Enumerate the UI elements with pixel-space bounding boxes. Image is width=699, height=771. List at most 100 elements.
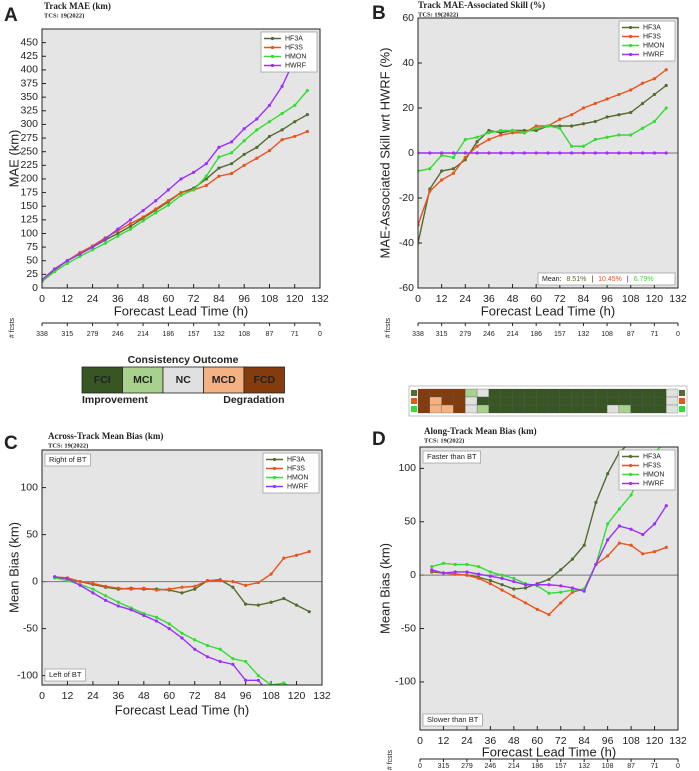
point xyxy=(65,259,69,263)
consistency-cell xyxy=(654,404,667,414)
legend-label: HF3S xyxy=(285,44,303,51)
point xyxy=(141,215,145,219)
legend-marker xyxy=(270,36,275,41)
point xyxy=(546,124,550,128)
fcsts-count: 315 xyxy=(61,331,73,338)
consistency-cell xyxy=(606,396,620,406)
x-tick-label: 96 xyxy=(240,690,252,702)
point xyxy=(664,151,668,155)
point xyxy=(487,137,491,142)
point xyxy=(305,113,309,117)
point xyxy=(90,245,95,249)
point xyxy=(559,568,563,572)
point xyxy=(78,252,82,256)
row-indicator xyxy=(679,398,685,404)
point xyxy=(475,144,479,148)
y-tick-label: -50 xyxy=(23,622,38,634)
consistency-cell xyxy=(559,396,572,406)
chart-title: Along-Track Mean Bias (km) xyxy=(424,426,537,436)
consistency-cell xyxy=(512,404,525,414)
point xyxy=(229,151,234,155)
point xyxy=(451,167,456,171)
consistency-cell xyxy=(465,396,478,406)
x-tick-label: 48 xyxy=(137,293,149,305)
y-tick-label: 325 xyxy=(20,105,38,117)
point xyxy=(53,267,57,271)
point xyxy=(465,570,469,574)
point xyxy=(218,579,222,583)
x-tick-label: 24 xyxy=(461,735,473,747)
consistency-cell xyxy=(476,396,490,406)
consistency-cell xyxy=(666,404,679,414)
x-tick-label: 84 xyxy=(578,735,590,747)
consistency-high: Degradation xyxy=(223,394,284,406)
point xyxy=(294,553,299,557)
point xyxy=(582,589,586,593)
point xyxy=(231,662,235,666)
point xyxy=(229,140,234,144)
point xyxy=(465,562,469,567)
x-tick-label: 60 xyxy=(530,293,542,305)
fcsts-count: 157 xyxy=(188,331,200,338)
point xyxy=(605,115,609,119)
consistency-code: MCI xyxy=(133,374,152,386)
point xyxy=(559,590,563,594)
legend-label: HF3S xyxy=(287,465,305,472)
plot-lines xyxy=(53,549,311,685)
row-indicator xyxy=(411,390,417,396)
legend-marker xyxy=(628,472,633,477)
legend-label: HF3A xyxy=(643,453,661,460)
x-tick-label: 120 xyxy=(288,690,306,702)
consistency-key xyxy=(203,366,245,394)
series-line xyxy=(42,130,308,281)
point xyxy=(522,128,526,133)
point xyxy=(665,424,668,427)
point xyxy=(629,543,633,547)
point xyxy=(154,619,159,623)
fcsts-count: 71 xyxy=(650,331,658,338)
point xyxy=(559,584,563,588)
chart-title: Track MAE (km) xyxy=(44,1,111,11)
point xyxy=(593,119,597,124)
point xyxy=(193,638,197,642)
point xyxy=(581,106,586,110)
point xyxy=(500,573,504,577)
series-line xyxy=(42,90,308,283)
point xyxy=(617,92,621,97)
point xyxy=(581,122,586,126)
annotation-box xyxy=(44,453,91,467)
point xyxy=(570,151,574,155)
point xyxy=(558,151,562,155)
x-tick-label: 120 xyxy=(646,293,664,305)
point xyxy=(475,151,479,155)
point xyxy=(652,550,657,554)
chart-subtitle: TCS: 19(2022) xyxy=(424,437,464,444)
point xyxy=(617,524,621,528)
y-tick-label: 100 xyxy=(20,227,38,239)
x-tick-label: 48 xyxy=(138,690,150,702)
y-tick-label: 40 xyxy=(402,57,414,69)
point xyxy=(629,527,633,531)
consistency-cell xyxy=(618,404,631,414)
consistency-cell xyxy=(453,404,466,414)
point xyxy=(629,151,633,155)
legend-marker xyxy=(272,457,277,462)
legend-marker xyxy=(628,25,633,30)
point xyxy=(204,162,208,166)
x-tick-label: 84 xyxy=(578,293,590,305)
point xyxy=(500,588,504,592)
x-tick-label: 0 xyxy=(39,690,45,702)
consistency-cell xyxy=(536,388,549,398)
point xyxy=(640,81,645,85)
legend-marker xyxy=(270,63,275,68)
consistency-code: MCD xyxy=(212,374,236,386)
point xyxy=(629,110,633,115)
consistency-cell xyxy=(417,396,430,406)
x-axis-label: Forecast Lead Time (h) xyxy=(481,303,615,318)
point xyxy=(256,678,260,682)
point xyxy=(581,144,586,148)
point xyxy=(640,151,645,155)
y-tick-label: 100 xyxy=(398,462,416,474)
x-tick-label: 96 xyxy=(238,293,250,305)
consistency-cell xyxy=(547,396,560,406)
